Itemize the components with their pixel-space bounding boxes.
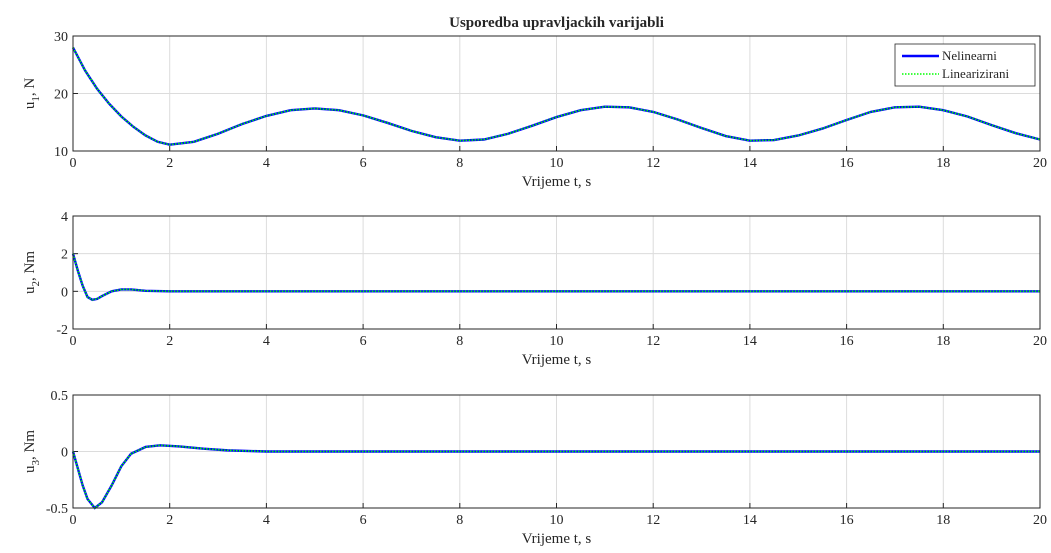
x-tick-label: 8 (456, 334, 463, 349)
chart-title: Usporedba upravljackih varijabli (449, 15, 664, 31)
y-axis-label-sub: 2 (30, 281, 42, 287)
axes-box (72, 215, 1041, 330)
x-tick-label: 8 (456, 156, 463, 171)
x-tick-label: 0 (70, 156, 77, 171)
y-tick-label: 20 (54, 88, 68, 103)
y-tick-label: 10 (54, 145, 68, 160)
y-tick-label: 4 (61, 210, 68, 225)
series-line (72, 253, 1040, 301)
x-tick-label: 6 (360, 334, 367, 349)
x-tick-label: 16 (840, 156, 854, 171)
y-axis-label-base: u (22, 101, 38, 109)
y-tick-label: 0 (61, 446, 68, 461)
y-tick-label: 30 (54, 30, 68, 45)
x-tick-label: 20 (1033, 334, 1047, 349)
x-tick-label: 4 (263, 334, 270, 349)
y-axis-label: u2, Nm (22, 251, 42, 294)
x-tick-label: 2 (166, 513, 173, 528)
x-tick-label: 18 (936, 513, 950, 528)
axes-box (72, 35, 1041, 152)
x-tick-label: 20 (1033, 513, 1047, 528)
series-line (72, 47, 1041, 146)
x-tick-label: 2 (166, 334, 173, 349)
y-axis-label-unit: , Nm (22, 430, 38, 460)
x-tick-label: 4 (263, 156, 270, 171)
y-axis-label-unit: , N (22, 78, 38, 97)
x-tick-label: 12 (646, 334, 660, 349)
x-tick-label: 10 (550, 513, 564, 528)
y-tick-label: 2 (61, 248, 68, 263)
y-tick-label: 0 (61, 285, 68, 300)
y-axis-label-sub: 3 (30, 460, 42, 466)
axes-box (72, 394, 1041, 509)
x-tick-label: 20 (1033, 156, 1047, 171)
x-tick-label: 14 (743, 334, 757, 349)
x-tick-label: 8 (456, 513, 463, 528)
x-tick-label: 12 (646, 156, 660, 171)
x-tick-label: 12 (646, 513, 660, 528)
y-tick-label: -2 (56, 323, 68, 338)
x-tick-label: 4 (263, 513, 270, 528)
x-tick-label: 18 (936, 156, 950, 171)
y-tick-label: 0.5 (51, 389, 69, 404)
y-axis-label: u3, Nm (22, 430, 42, 473)
x-tick-label: 2 (166, 156, 173, 171)
legend-label: Nelinearni (942, 48, 997, 63)
x-axis-label: Vrijeme t, s (522, 174, 592, 190)
x-tick-label: 16 (840, 513, 854, 528)
x-tick-label: 14 (743, 156, 757, 171)
x-tick-label: 18 (936, 334, 950, 349)
x-axis-label: Vrijeme t, s (522, 352, 592, 368)
y-axis-label: u1, N (22, 78, 42, 110)
x-tick-label: 16 (840, 334, 854, 349)
y-axis-label-sub: 1 (30, 96, 42, 102)
y-axis-label-unit: , Nm (22, 251, 38, 281)
x-tick-label: 10 (550, 156, 564, 171)
y-axis-label-base: u (22, 286, 38, 294)
x-tick-label: 10 (550, 334, 564, 349)
series-line (72, 444, 1040, 510)
y-axis-label-base: u (22, 465, 38, 473)
y-tick-label: -0.5 (46, 502, 68, 517)
x-axis-label: Vrijeme t, s (522, 531, 592, 547)
x-tick-label: 6 (360, 513, 367, 528)
legend-label: Linearizirani (942, 66, 1010, 81)
x-tick-label: 6 (360, 156, 367, 171)
x-tick-label: 0 (70, 334, 77, 349)
legend-box (894, 43, 1036, 87)
x-tick-label: 14 (743, 513, 757, 528)
x-tick-label: 0 (70, 513, 77, 528)
